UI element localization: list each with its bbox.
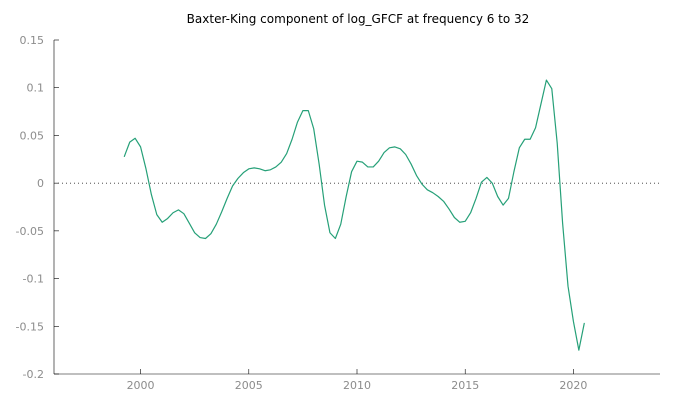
x-tick-label: 2010 (343, 379, 371, 392)
series-layer (123, 79, 585, 351)
y-tick-label: -0.2 (23, 368, 44, 381)
y-tick-label: 0 (37, 177, 44, 190)
axes (53, 39, 660, 375)
x-tick-label: 2005 (235, 379, 263, 392)
x-tick-label: 2020 (559, 379, 587, 392)
tick-labels: -0.2 -0.15 -0.1 -0.05 0 0.05 0.1 0.15 2000 2005 20… (16, 34, 588, 392)
y-tick-label: -0.05 (16, 225, 44, 238)
y-tick-label: -0.1 (23, 273, 44, 286)
y-tick-label: 0.15 (20, 34, 45, 47)
y-tick-label: 0.05 (20, 129, 45, 142)
x-tick-label: 2015 (451, 379, 479, 392)
y-tick-label: -0.15 (16, 320, 44, 333)
series-line-1 (123, 79, 585, 351)
x-tick-label: 2000 (127, 379, 155, 392)
chart-title: Baxter-King component of log_GFCF at fre… (187, 12, 530, 26)
y-tick-label: 0.1 (27, 82, 45, 95)
